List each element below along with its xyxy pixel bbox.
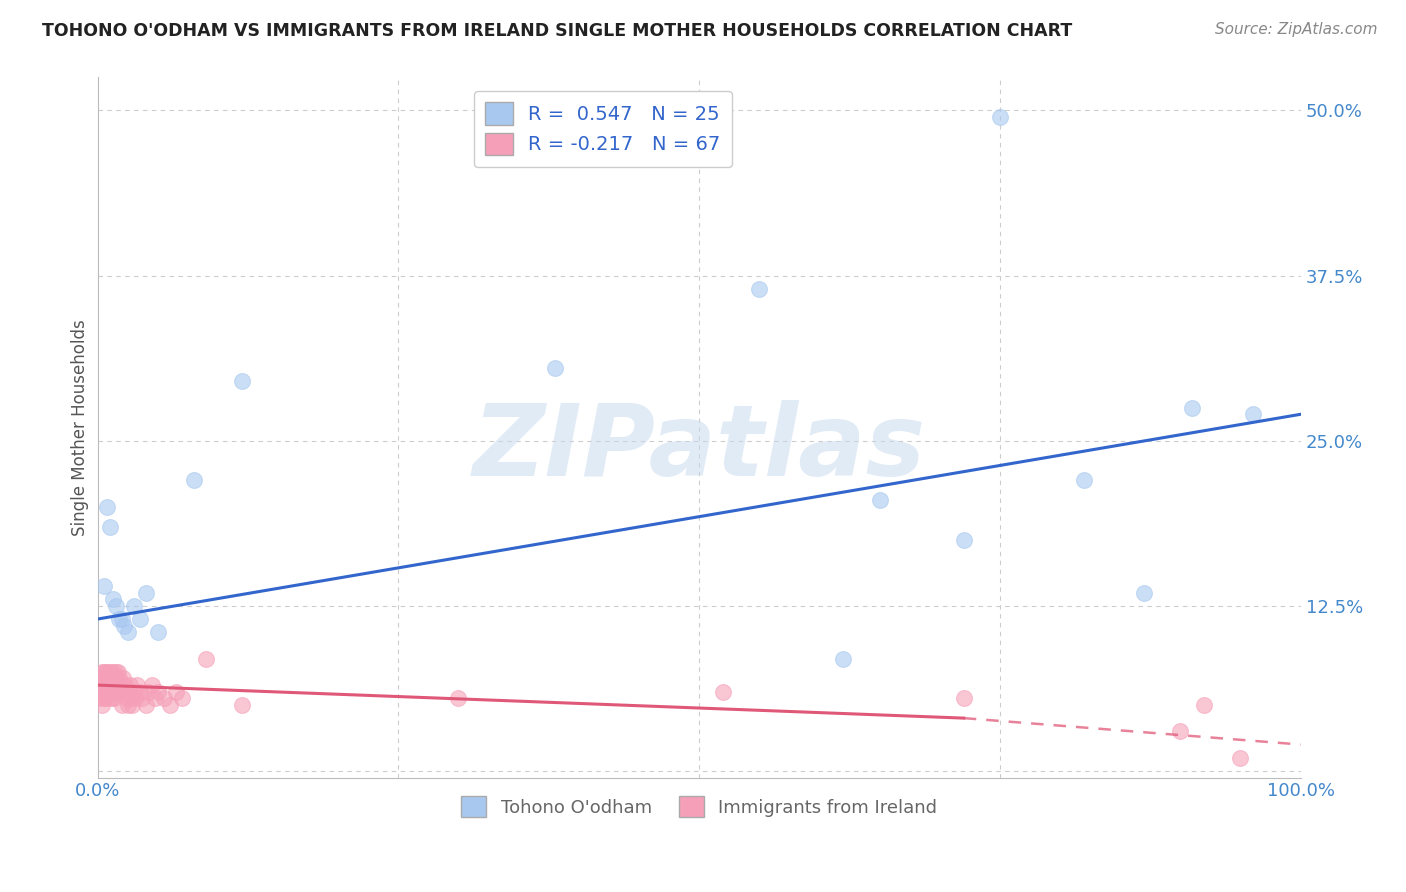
Y-axis label: Single Mother Households: Single Mother Households [72,319,89,536]
Point [107,665,129,679]
Point [117,698,139,712]
Point [952,533,974,547]
Point [869,493,891,508]
Point [111,672,134,686]
Point [93,678,115,692]
Point [1194,698,1216,712]
Point [105,678,128,692]
Point [103,665,125,679]
Legend: Tohono O'odham, Immigrants from Ireland: Tohono O'odham, Immigrants from Ireland [454,789,945,824]
Point [135,585,157,599]
Point [89,684,111,698]
Point [87,691,110,706]
Point [112,684,135,698]
Point [170,691,193,706]
Point [952,691,974,706]
Point [231,374,253,388]
Point [165,684,187,698]
Point [1241,407,1264,421]
Point [90,678,112,692]
Point [104,599,127,613]
Point [94,672,117,686]
Point [97,691,120,706]
Point [100,665,122,679]
Point [108,612,131,626]
Point [748,282,770,296]
Point [103,678,125,692]
Text: TOHONO O'ODHAM VS IMMIGRANTS FROM IRELAND SINGLE MOTHER HOUSEHOLDS CORRELATION C: TOHONO O'ODHAM VS IMMIGRANTS FROM IRELAN… [42,22,1073,40]
Point [1073,473,1095,487]
Point [108,672,131,686]
Point [115,691,138,706]
Point [124,691,146,706]
Point [146,625,169,640]
Point [122,684,145,698]
Point [447,691,470,706]
Text: Source: ZipAtlas.com: Source: ZipAtlas.com [1215,22,1378,37]
Point [93,665,115,679]
Point [94,665,117,679]
Point [127,678,149,692]
Point [91,698,114,712]
Point [544,361,567,376]
Point [128,612,150,626]
Point [90,672,112,686]
Point [100,678,122,692]
Point [131,691,153,706]
Point [120,678,142,692]
Point [98,519,121,533]
Point [96,678,118,692]
Point [103,691,125,706]
Point [143,691,166,706]
Point [159,698,181,712]
Point [98,672,121,686]
Point [93,579,115,593]
Point [118,684,141,698]
Point [194,651,217,665]
Point [98,684,121,698]
Point [111,698,134,712]
Point [97,665,120,679]
Point [231,698,253,712]
Point [114,678,136,692]
Point [101,691,124,706]
Point [94,678,117,692]
Point [135,698,157,712]
Point [96,684,118,698]
Point [136,684,159,698]
Point [112,618,135,632]
Text: ZIPatlas: ZIPatlas [472,400,925,497]
Point [146,684,169,698]
Point [111,612,134,626]
Point [1229,750,1251,764]
Point [120,691,142,706]
Point [104,665,127,679]
Point [105,684,128,698]
Point [832,651,855,665]
Point [104,672,127,686]
Point [141,678,163,692]
Point [183,473,205,487]
Point [91,665,114,679]
Point [117,625,139,640]
Point [128,684,150,698]
Point [103,684,125,698]
Point [93,691,115,706]
Point [101,672,124,686]
Point [1168,724,1191,739]
Point [1181,401,1204,415]
Point [152,691,174,706]
Point [110,684,132,698]
Point [103,592,125,607]
Point [1133,585,1156,599]
Point [121,698,143,712]
Point [111,678,134,692]
Point [96,500,118,514]
Point [711,684,734,698]
Point [122,599,145,613]
Point [94,691,117,706]
Point [988,110,1011,124]
